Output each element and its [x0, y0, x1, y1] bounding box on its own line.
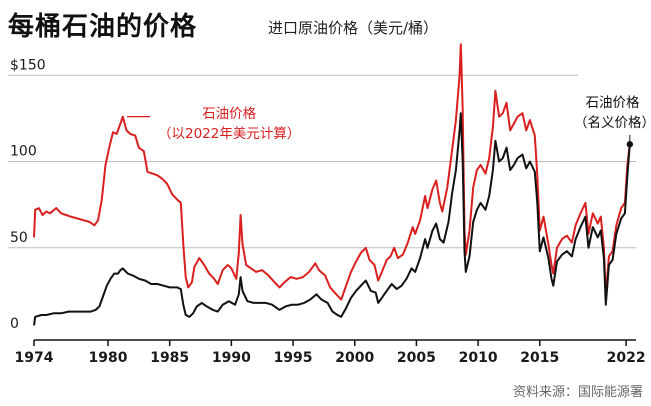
- x-tick-label-2000: 2000: [335, 350, 374, 366]
- x-axis: 1974 1980 1985 1990 1995 2000 2005 2010 2015 2022: [15, 339, 646, 366]
- chart-title: 每桶石油的价格: [8, 12, 198, 42]
- x-tick-label-2015: 2015: [520, 350, 559, 366]
- y-tick-label-0: 0: [10, 316, 19, 332]
- x-tick-label-1985: 1985: [150, 350, 189, 366]
- series-label-real-line2: （以2022年美元计算）: [158, 126, 301, 142]
- series-lines: [33, 43, 631, 326]
- series-label-real: 石油价格 （以2022年美元计算）: [158, 104, 300, 144]
- series-label-nominal-line2: （名义价格）: [574, 115, 651, 131]
- markers: [127, 116, 634, 148]
- series-label-nominal: 石油价格 （名义价格）: [574, 93, 651, 133]
- y-tick-label-150: $150: [10, 57, 46, 73]
- y-tick-label-100: 100: [10, 144, 37, 160]
- series-label-nominal-line1: 石油价格: [585, 95, 640, 111]
- gridlines: 0 50 100 $150: [8, 57, 636, 332]
- series-line-nominal: [33, 112, 631, 326]
- x-tick-label-1995: 1995: [274, 350, 313, 366]
- series-label-real-line1: 石油价格: [202, 106, 257, 122]
- y-tick-label-50: 50: [10, 230, 28, 246]
- x-tick-label-1990: 1990: [212, 350, 251, 366]
- y-axis-title: 进口原油价格（美元/桶）: [268, 19, 439, 37]
- series-endpoint-marker: [626, 141, 634, 148]
- x-tick-label-1974: 1974: [15, 350, 54, 366]
- x-tick-label-1980: 1980: [89, 350, 128, 366]
- x-tick-label-2022: 2022: [607, 350, 646, 366]
- source-note: 资料来源：国际能源署: [512, 385, 643, 400]
- x-tick-label-2010: 2010: [459, 350, 498, 366]
- x-tick-label-2005: 2005: [397, 350, 436, 366]
- series-line-real: [33, 43, 631, 301]
